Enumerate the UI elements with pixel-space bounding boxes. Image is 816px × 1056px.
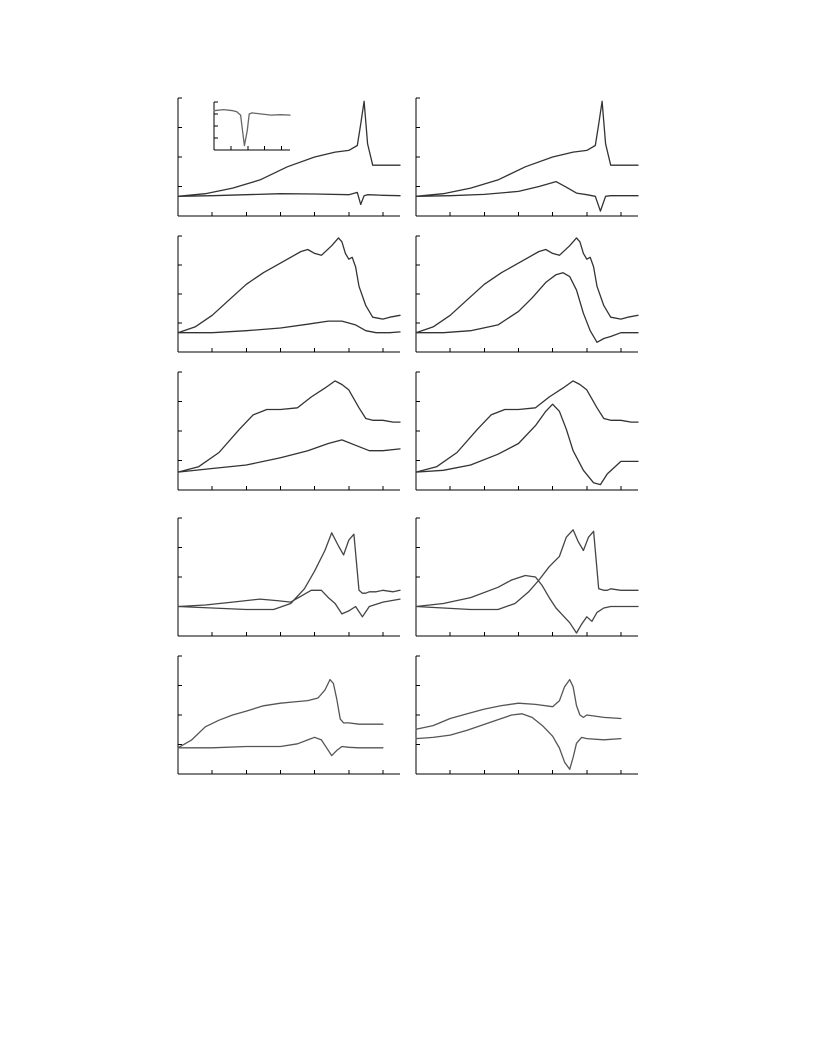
panel-row3-right-series-2-line	[415, 403, 639, 486]
panel-row5-left-series-2-line	[177, 736, 384, 757]
panel-row2-left	[177, 235, 401, 353]
panel-row3-right-series-1-line	[415, 380, 639, 473]
panel-row5-right-series-2-line	[415, 713, 622, 770]
panel-row2-right	[415, 235, 639, 353]
panel-row5-right-series-1-line	[415, 678, 622, 730]
panel-row3-left	[177, 371, 401, 491]
panel-row1-right-series-2-line	[415, 180, 639, 212]
panel-row4-right-series-1-line	[415, 529, 639, 611]
panel-row4-left-series-2-line	[177, 589, 401, 618]
panel-row2-right-series-1-line	[415, 237, 639, 334]
panel-row3-left-series-2-line	[177, 439, 401, 473]
panel-row5-right	[415, 655, 638, 775]
panel-row1-left	[177, 97, 401, 217]
panel-row1-left-inset	[213, 101, 291, 151]
panel-row5-left-series-1-line	[177, 678, 384, 749]
panel-row2-left-series-2-line	[177, 320, 401, 334]
panel-row3-left-series-1-line	[177, 380, 401, 473]
panel-row1-left-series-2-line	[177, 191, 401, 206]
panel-row4-left-series-1-line	[177, 532, 401, 611]
panel-row3-right	[415, 371, 639, 491]
panel-row2-left-series-1-line	[177, 237, 401, 334]
panel-row4-right	[415, 517, 639, 637]
panel-row1-right-series-1-line	[415, 100, 639, 197]
panel-row1-left-inset-series-1-line	[213, 108, 291, 147]
panel-row5-left	[177, 655, 400, 775]
panel-row2-right-series-2-line	[415, 272, 639, 343]
panel-row1-left-series-1-line	[177, 100, 401, 197]
panel-row4-left	[177, 517, 401, 637]
panel-row1-right	[415, 97, 639, 217]
panel-row4-right-series-2-line	[415, 574, 639, 634]
